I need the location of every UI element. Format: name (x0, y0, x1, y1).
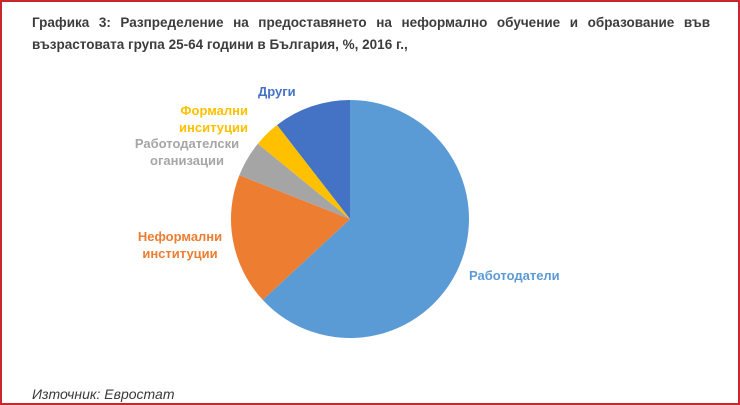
pie-slice-other (277, 100, 350, 219)
source-caption: Източник: Евростат (32, 386, 175, 402)
pie-chart (231, 100, 469, 338)
pie-label-informal-line2: институции (142, 246, 218, 261)
pie-label-informal-institutions: Неформални институции (130, 228, 230, 262)
pie-slice-employer-organisations (239, 143, 350, 219)
figure-title-line1: Графика 3: Разпределение на предоставяне… (32, 15, 710, 30)
figure-title: Графика 3: Разпределение на предоставяне… (32, 12, 710, 56)
pie-slice-employers (262, 100, 469, 338)
pie-label-formal-line1: Формални (180, 103, 248, 118)
pie-slice-informal-institutions (231, 175, 350, 300)
pie-label-other: Други (258, 83, 296, 100)
pie-label-employer-orgs-line1: Работодателски (134, 136, 240, 151)
pie-label-employers-line1: Работодатели (469, 268, 560, 283)
pie-label-employers: Работодатели (469, 267, 560, 284)
figure-title-line2: възрастовата група 25-64 години в Българ… (32, 37, 408, 52)
pie-label-informal-line1: Неформални (137, 229, 223, 244)
pie-label-employer-orgs-line2: оганизации (150, 153, 224, 168)
pie-label-formal-institutions: Формални инситуции (179, 102, 248, 136)
pie-label-other-line1: Други (258, 84, 296, 99)
pie-label-employer-organisations: Работодателски оганизации (130, 135, 244, 169)
pie-slice-formal-institutions (257, 124, 350, 219)
pie-label-formal-line2: инситуции (179, 120, 248, 135)
